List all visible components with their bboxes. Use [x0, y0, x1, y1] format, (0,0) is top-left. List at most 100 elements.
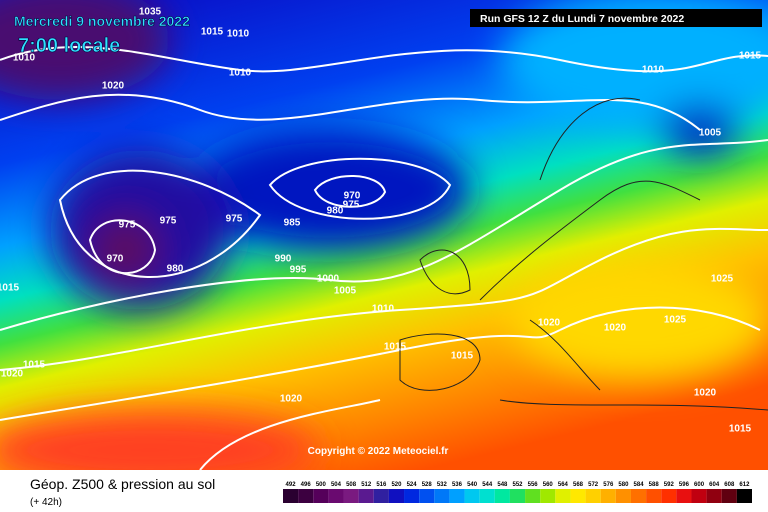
scale-swatch — [706, 489, 722, 503]
isobar-label: 1010 — [227, 29, 250, 40]
forecast-time: 7:00 locale — [18, 35, 120, 57]
scale-swatch — [600, 489, 616, 503]
scale-label: 540 — [467, 482, 478, 488]
scale-label: 544 — [482, 482, 493, 488]
scale-swatch — [464, 489, 480, 503]
scale-label: 492 — [286, 482, 297, 488]
isobar-label: 1020 — [1, 369, 24, 380]
scale-swatch — [661, 489, 677, 503]
isobar-label: 985 — [284, 218, 301, 229]
scale-swatch — [404, 489, 420, 503]
isobar-label: 1005 — [699, 128, 722, 139]
isobar-label: 1020 — [604, 323, 627, 334]
isobar-label: 1015 — [384, 342, 407, 353]
isobar-label: 1010 — [13, 53, 36, 64]
scale-label: 596 — [679, 482, 690, 488]
scale-label: 512 — [361, 482, 372, 488]
scale-swatch — [540, 489, 556, 503]
scale-label: 536 — [452, 482, 463, 488]
scale-swatch — [283, 489, 299, 503]
scale-swatch — [343, 489, 359, 503]
isobar-label: 1020 — [694, 388, 717, 399]
isobar-lines — [0, 46, 768, 470]
isobar-label: 1015 — [201, 27, 224, 38]
scale-swatch — [721, 489, 737, 503]
scale-swatch — [615, 489, 631, 503]
scale-label: 520 — [391, 482, 402, 488]
run-info: Run GFS 12 Z du Lundi 7 novembre 2022 — [480, 13, 684, 25]
coastlines — [399, 97, 768, 411]
scale-swatch — [373, 489, 389, 503]
isobar-label: 975 — [343, 200, 360, 211]
scale-label: 560 — [543, 482, 554, 488]
scale-swatch — [494, 489, 510, 503]
isobar-label: 975 — [160, 216, 177, 227]
scale-label: 532 — [437, 482, 448, 488]
isobar-label: 1025 — [711, 274, 734, 285]
isobar-label: 1020 — [102, 81, 125, 92]
scale-label: 528 — [422, 482, 433, 488]
scale-swatch — [585, 489, 601, 503]
isobar-label: 1015 — [23, 360, 46, 371]
isobar-label: 1020 — [280, 394, 303, 405]
isobar-label: 980 — [327, 206, 344, 217]
scale-label: 608 — [724, 482, 735, 488]
scale-label: 524 — [407, 482, 418, 488]
forecast-date: Mercredi 9 novembre 2022 — [14, 13, 190, 29]
isobar-label: 1015 — [739, 51, 762, 62]
scale-swatch — [570, 489, 586, 503]
scale-swatch — [434, 489, 450, 503]
scale-swatch — [736, 489, 752, 503]
scale-label: 612 — [739, 482, 750, 488]
scale-swatch — [479, 489, 495, 503]
scale-label: 584 — [634, 482, 645, 488]
scale-swatch — [525, 489, 541, 503]
scale-swatch — [646, 489, 662, 503]
scale-label: 568 — [573, 482, 584, 488]
isobar-label: 1005 — [334, 286, 357, 297]
scale-swatch — [298, 489, 314, 503]
isobar-label: 980 — [167, 264, 184, 275]
scale-swatch — [509, 489, 526, 503]
copyright: Copyright © 2022 Meteociel.fr — [308, 446, 449, 457]
scale-swatch — [388, 489, 405, 503]
scale-label: 504 — [331, 482, 342, 488]
isobar-label: 1015 — [451, 351, 474, 362]
color-scale: 492 496 500 504 508 512 516 520 524 528 532 536 540 5… — [283, 482, 752, 503]
scale-swatch — [630, 489, 647, 503]
isobar-label: 1010 — [229, 68, 252, 79]
footer-title: Géop. Z500 & pression au sol — [30, 476, 215, 492]
scale-label: 500 — [316, 482, 327, 488]
isobar-label: 1025 — [664, 315, 687, 326]
scale-label: 572 — [588, 482, 599, 488]
scale-label: 592 — [664, 482, 675, 488]
scale-label: 552 — [512, 482, 523, 488]
scale-label: 580 — [618, 482, 629, 488]
footer-lead: (+ 42h) — [30, 497, 62, 508]
scale-swatch — [676, 489, 692, 503]
scale-swatch — [691, 489, 707, 503]
isobar-label: 1035 — [139, 7, 162, 18]
scale-label: 548 — [497, 482, 508, 488]
scale-swatch — [555, 489, 571, 503]
run-box — [470, 9, 762, 27]
isobar-label: 1010 — [372, 304, 395, 315]
scale-label: 604 — [709, 482, 720, 488]
isobar-label: 975 — [226, 214, 243, 225]
isobar-label: 1000 — [317, 274, 340, 285]
scale-swatch — [419, 489, 435, 503]
isobar-label: 995 — [290, 265, 307, 276]
isobar-label: 1020 — [538, 318, 561, 329]
scale-swatch — [358, 489, 374, 503]
scale-swatch — [313, 489, 329, 503]
isobar-label: 1015 — [0, 283, 20, 294]
scale-label: 588 — [649, 482, 660, 488]
isobar-label: 990 — [275, 254, 292, 265]
isobar-label: 1010 — [642, 65, 665, 76]
scale-label: 564 — [558, 482, 569, 488]
scale-label: 600 — [694, 482, 705, 488]
scale-label: 576 — [603, 482, 614, 488]
isobar-label: 975 — [119, 220, 136, 231]
